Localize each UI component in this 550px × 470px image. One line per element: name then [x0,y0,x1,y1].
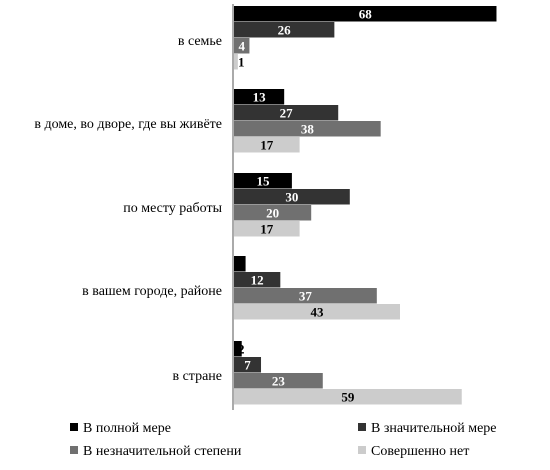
data-label: 37 [299,288,313,303]
data-label: 12 [251,272,264,287]
bar [234,89,285,105]
category-label: в стране [172,369,222,384]
bar [234,221,300,237]
data-label: 17 [260,221,274,236]
category-label: в вашем городе, районе [82,284,222,299]
data-label: 17 [260,137,274,152]
category-label: в доме, во дворе, где вы живёте [34,117,222,132]
legend-label: В полной мере [83,421,171,436]
data-label: 7 [244,357,251,372]
legend: В полной мере В значительной мере В незнач… [70,421,497,459]
legend-swatch [358,446,366,454]
data-label: 23 [272,373,286,388]
bar [234,6,497,22]
data-label: 13 [253,89,267,104]
bar [234,288,377,304]
data-label: 4 [238,38,245,53]
bar [234,389,462,405]
data-label: 38 [301,121,315,136]
legend-label: Совершенно нет [371,444,469,459]
legend-swatch [70,446,78,454]
bar [234,54,238,70]
legend-label: В незначительной степени [83,444,242,459]
data-label: 26 [278,22,292,37]
data-label: 59 [341,389,355,404]
legend-swatch [358,423,366,431]
bar [234,105,339,121]
bar [234,173,292,189]
bar [234,22,335,38]
data-label: 43 [310,304,324,319]
bar [234,304,400,320]
bar [234,137,300,153]
bar [234,205,312,221]
bar [234,121,381,137]
bar [234,189,350,205]
category-label: по месту работы [123,201,222,216]
data-label: 27 [280,105,294,120]
category-labels: в семье в доме, во дворе, где вы живёте по… [34,34,222,384]
legend-label: В значительной мере [371,421,497,436]
bar [234,38,250,54]
legend-swatch [70,423,78,431]
data-label: 30 [285,189,298,204]
bar [234,373,323,389]
data-label: 1 [238,54,245,69]
bar [234,341,242,357]
data-label: 20 [266,205,279,220]
category-label: в семье [178,34,222,49]
data-label: 68 [359,6,373,21]
data-label: 15 [256,173,270,188]
data-label: 3 [238,256,245,271]
bar [234,272,281,288]
data-label: 2 [238,341,245,356]
bar [234,357,262,373]
bar [234,256,246,272]
